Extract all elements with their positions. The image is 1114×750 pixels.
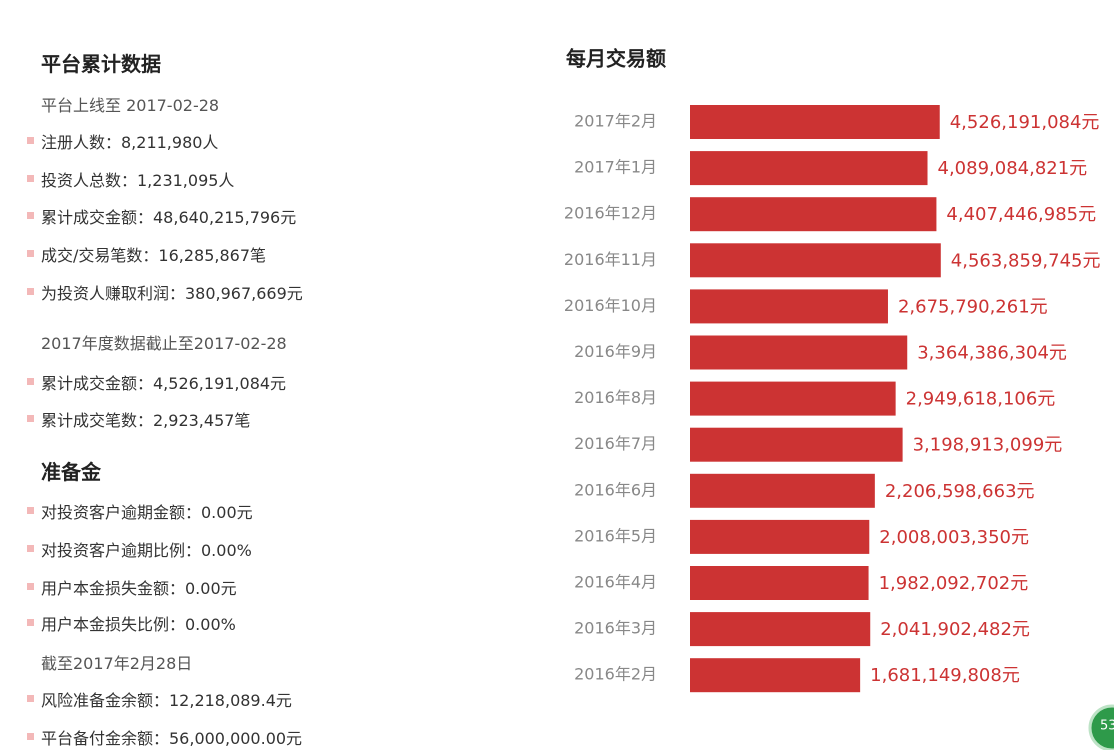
category-label: 2017年1月 <box>574 158 657 177</box>
bar <box>690 105 940 139</box>
section-title: 准备金 <box>41 460 101 484</box>
value-label: 2,008,003,350元 <box>879 527 1029 548</box>
category-label: 2016年10月 <box>564 296 657 315</box>
bar <box>690 612 871 647</box>
value-label: 4,407,446,985元 <box>946 204 1096 225</box>
category-label: 2016年2月 <box>574 665 657 684</box>
stat-item: 风险准备金余额：12,218,089.4元 <box>41 691 292 710</box>
badge-text: 53 <box>1100 719 1114 734</box>
stat-item: 为投资人赚取利润：380,967,669元 <box>41 284 303 303</box>
chart-title: 每月交易额 <box>566 47 666 71</box>
value-label: 4,089,084,821元 <box>938 158 1088 179</box>
stat-item: 投资人总数：1,231,095人 <box>41 171 235 190</box>
bullet <box>27 378 34 385</box>
stat-item: 累计成交金额：48,640,215,796元 <box>41 208 297 227</box>
stat-item: 累计成交金额：4,526,191,084元 <box>41 374 287 393</box>
stat-item: 平台备付金余额：56,000,000.00元 <box>41 729 303 748</box>
bullet <box>27 288 34 295</box>
bullet <box>27 545 34 552</box>
category-label: 2016年6月 <box>574 480 657 499</box>
group-heading: 截至2017年2月28日 <box>41 654 193 673</box>
bullet <box>27 137 34 144</box>
category-label: 2016年5月 <box>574 526 657 545</box>
section-title: 平台累计数据 <box>41 52 161 76</box>
bullet <box>27 507 34 514</box>
value-label: 4,563,859,745元 <box>951 250 1101 271</box>
category-label: 2016年12月 <box>564 204 657 223</box>
bar <box>690 243 941 278</box>
category-label: 2016年4月 <box>574 573 657 592</box>
stat-item: 用户本金损失金额：0.00元 <box>41 579 237 598</box>
value-label: 1,982,092,702元 <box>879 573 1029 594</box>
bar <box>690 381 896 416</box>
bullet <box>27 250 34 257</box>
value-label: 2,675,790,261元 <box>898 296 1048 317</box>
value-label: 3,364,386,304元 <box>917 343 1067 364</box>
category-label: 2016年3月 <box>574 619 657 638</box>
category-label: 2016年7月 <box>574 434 657 453</box>
group-heading: 2017年度数据截止至2017-02-28 <box>41 334 287 353</box>
bullet <box>27 583 34 590</box>
value-label: 2,041,902,482元 <box>880 619 1030 640</box>
bullet <box>27 619 34 626</box>
value-label: 3,198,913,099元 <box>913 435 1063 456</box>
category-label: 2016年11月 <box>564 250 657 269</box>
bar <box>690 289 888 324</box>
bar <box>690 151 928 186</box>
bar <box>690 427 903 462</box>
value-label: 1,681,149,808元 <box>870 665 1020 686</box>
bar <box>690 197 937 232</box>
bar <box>690 566 869 600</box>
value-label: 4,526,191,084元 <box>950 112 1100 133</box>
category-label: 2017年2月 <box>574 112 657 131</box>
bar <box>690 658 861 693</box>
bar <box>690 519 870 554</box>
bullet <box>27 175 34 182</box>
bullet <box>27 212 34 219</box>
badge-circle <box>1088 704 1114 750</box>
bullet <box>27 695 34 702</box>
stat-item: 用户本金损失比例：0.00% <box>41 615 236 634</box>
stat-item: 对投资客户逾期比例：0.00% <box>41 541 252 560</box>
stat-item: 累计成交笔数：2,923,457笔 <box>41 411 251 430</box>
bullet <box>27 733 34 740</box>
value-label: 2,949,618,106元 <box>906 389 1056 410</box>
stat-item: 成交/交易笔数：16,285,867笔 <box>41 246 267 265</box>
value-label: 2,206,598,663元 <box>885 481 1035 502</box>
bar <box>690 473 875 508</box>
category-label: 2016年9月 <box>574 342 657 361</box>
category-label: 2016年8月 <box>574 388 657 407</box>
bar <box>690 335 908 370</box>
stat-item: 注册人数：8,211,980人 <box>41 133 219 152</box>
stat-item: 对投资客户逾期金额：0.00元 <box>41 503 253 522</box>
bullet <box>27 415 34 422</box>
group-heading: 平台上线至 2017-02-28 <box>41 96 220 115</box>
